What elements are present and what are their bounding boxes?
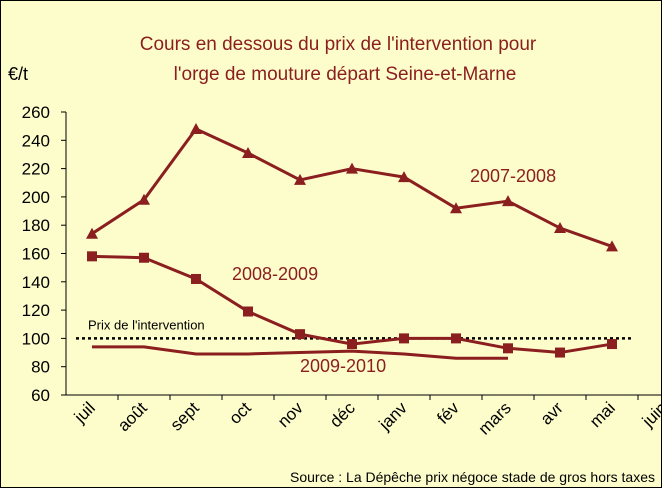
y-tick-label: 220 <box>22 160 50 179</box>
series-line <box>92 345 508 360</box>
marker <box>191 273 201 284</box>
marker <box>138 193 150 205</box>
marker <box>294 173 306 185</box>
marker <box>502 195 514 207</box>
marker <box>555 347 565 358</box>
marker <box>503 343 513 354</box>
y-tick-label: 260 <box>22 103 50 122</box>
marker <box>190 122 202 134</box>
marker <box>295 329 305 340</box>
marker <box>242 147 254 159</box>
series-label: 2008-2009 <box>232 264 318 284</box>
y-tick-label: 200 <box>22 188 50 207</box>
marker <box>346 162 358 174</box>
marker <box>398 171 410 183</box>
series-label: 2009-2010 <box>300 356 386 376</box>
y-tick-label: 60 <box>31 386 50 405</box>
y-tick-label: 100 <box>22 329 50 348</box>
marker <box>347 339 357 350</box>
marker <box>139 252 149 263</box>
y-axis-label: €/t <box>8 64 28 84</box>
marker <box>243 306 253 317</box>
marker <box>607 339 617 350</box>
chart-title: Cours en dessous du prix de l'interventi… <box>140 34 537 55</box>
y-tick-label: 180 <box>22 216 50 235</box>
chart-title: l'orge de mouture départ Seine-et-Marne <box>174 64 517 85</box>
y-tick-label: 120 <box>22 301 50 320</box>
reference-label: Prix de l'intervention <box>88 317 205 332</box>
source: Source : La Dépêche prix négoce stade de… <box>290 469 655 485</box>
marker <box>87 251 97 262</box>
marker <box>86 227 98 239</box>
y-tick-label: 240 <box>22 131 50 150</box>
y-tick-label: 140 <box>22 273 50 292</box>
marker <box>554 222 566 234</box>
marker <box>451 333 461 344</box>
y-tick-label: 80 <box>31 358 50 377</box>
series-label: 2007-2008 <box>470 166 556 186</box>
y-tick-label: 160 <box>22 245 50 264</box>
marker <box>399 333 409 344</box>
marker <box>606 240 618 252</box>
marker <box>450 202 462 214</box>
